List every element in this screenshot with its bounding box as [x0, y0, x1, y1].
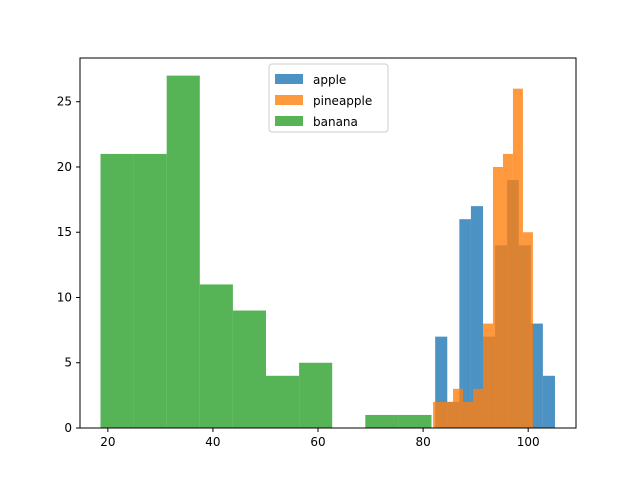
bar-apple-8 — [530, 323, 543, 428]
bar-pineapple-8 — [512, 88, 523, 428]
legend-swatch-banana — [275, 116, 303, 126]
bar-banana-2 — [166, 75, 200, 428]
bar-banana-8 — [365, 414, 399, 428]
bars-layer — [100, 75, 555, 429]
legend-label-apple: apple — [313, 73, 346, 87]
bar-banana-3 — [199, 284, 233, 428]
bar-pineapple-6 — [492, 166, 503, 429]
bar-banana-4 — [232, 310, 266, 428]
bar-banana-1 — [133, 153, 167, 429]
bar-pineapple-3 — [463, 401, 474, 428]
x-tick-label: 80 — [415, 435, 430, 449]
legend-swatch-pineapple — [275, 95, 303, 105]
y-tick-label: 20 — [57, 160, 72, 174]
y-tick-label: 10 — [57, 290, 72, 304]
plot-area-frame — [79, 57, 577, 429]
legend-label-pineapple: pineapple — [313, 94, 372, 108]
y-tick-label: 15 — [57, 225, 72, 239]
bar-banana-9 — [398, 414, 432, 428]
y-tick-label: 0 — [64, 421, 72, 435]
bar-banana-0 — [100, 153, 134, 429]
bar-pineapple-2 — [453, 388, 464, 428]
bar-apple-9 — [542, 375, 555, 428]
bar-banana-5 — [266, 375, 300, 428]
bar-pineapple-0 — [433, 401, 444, 428]
series-banana — [100, 75, 432, 429]
x-axis: 20 40 60 80 100 — [100, 428, 540, 449]
bar-pineapple-4 — [473, 388, 483, 428]
x-tick-label: 20 — [100, 435, 115, 449]
series-pineapple — [433, 88, 533, 429]
x-tick-label: 40 — [205, 435, 220, 449]
bar-pineapple-1 — [443, 401, 454, 428]
bar-pineapple-7 — [502, 153, 513, 429]
bar-banana-6 — [299, 362, 333, 428]
x-tick-label: 60 — [310, 435, 325, 449]
y-tick-label: 5 — [64, 356, 72, 370]
bar-apple-3 — [470, 206, 483, 428]
y-tick-label: 25 — [57, 95, 72, 109]
legend-label-banana: banana — [313, 115, 358, 129]
legend: apple pineapple banana — [268, 63, 389, 133]
bar-pineapple-9 — [522, 232, 533, 428]
legend-swatch-apple — [275, 74, 303, 84]
y-axis: 0 5 10 15 20 25 — [57, 95, 80, 435]
bar-apple-2 — [459, 219, 471, 428]
x-tick-label: 100 — [517, 435, 540, 449]
bar-pineapple-5 — [483, 323, 493, 428]
